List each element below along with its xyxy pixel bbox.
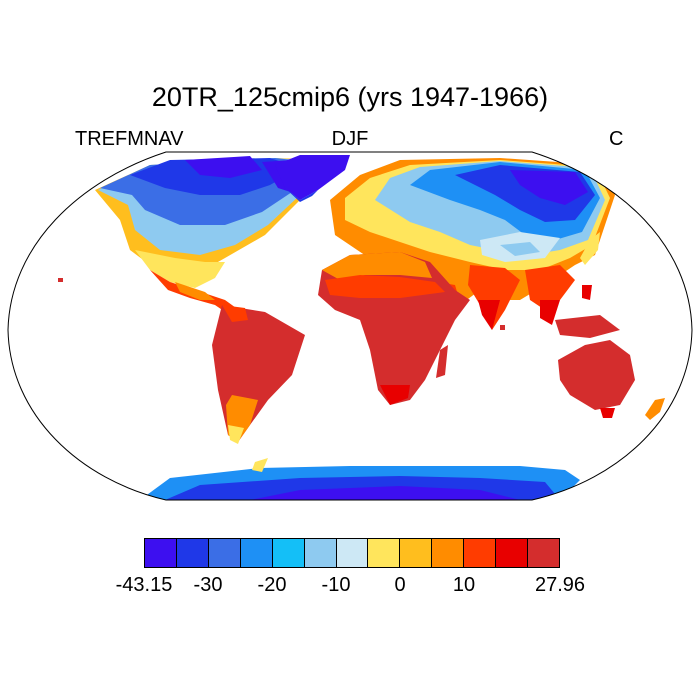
india — [468, 265, 520, 330]
colorbar-box — [432, 539, 465, 567]
africa — [318, 252, 470, 405]
plot-title: 20TR_125cmip6 (yrs 1947-1966) — [151, 82, 549, 112]
season-label: DJF — [331, 128, 369, 150]
colorbar — [144, 538, 560, 568]
colorbar-label: 0 — [394, 574, 406, 596]
sri-lanka — [500, 325, 505, 330]
colorbar-label: 27.96 — [534, 574, 586, 596]
units-label: C — [609, 128, 624, 150]
australia — [558, 340, 635, 418]
colorbar-box — [400, 539, 433, 567]
colorbar-box — [464, 539, 497, 567]
colorbar-box — [528, 539, 559, 567]
north-america — [95, 156, 330, 322]
greenland — [275, 155, 350, 202]
colorbar-label: 10 — [452, 574, 476, 596]
colorbar-label: -20 — [257, 574, 287, 596]
southeast-asia — [525, 265, 620, 338]
colorbar-box — [208, 539, 241, 567]
new-zealand — [645, 398, 665, 420]
colorbar-box — [272, 539, 305, 567]
colorbar-box — [145, 539, 177, 567]
colorbar-box — [368, 539, 401, 567]
colorbar-box — [240, 539, 273, 567]
globe-outline — [7, 151, 693, 501]
madagascar — [436, 345, 448, 378]
colorbar-box — [176, 539, 209, 567]
colorbar-label: -10 — [321, 574, 351, 596]
antarctica — [140, 458, 580, 500]
japan — [580, 232, 600, 265]
south-america — [212, 305, 305, 444]
colorbar-label: -30 — [193, 574, 223, 596]
colorbar-box — [496, 539, 529, 567]
colorbar-box — [304, 539, 337, 567]
colorbar-label: -43.15 — [115, 574, 173, 596]
variable-label: TREFMNAV — [75, 128, 184, 150]
hawaii — [58, 278, 63, 282]
colorbar-box — [336, 539, 369, 567]
